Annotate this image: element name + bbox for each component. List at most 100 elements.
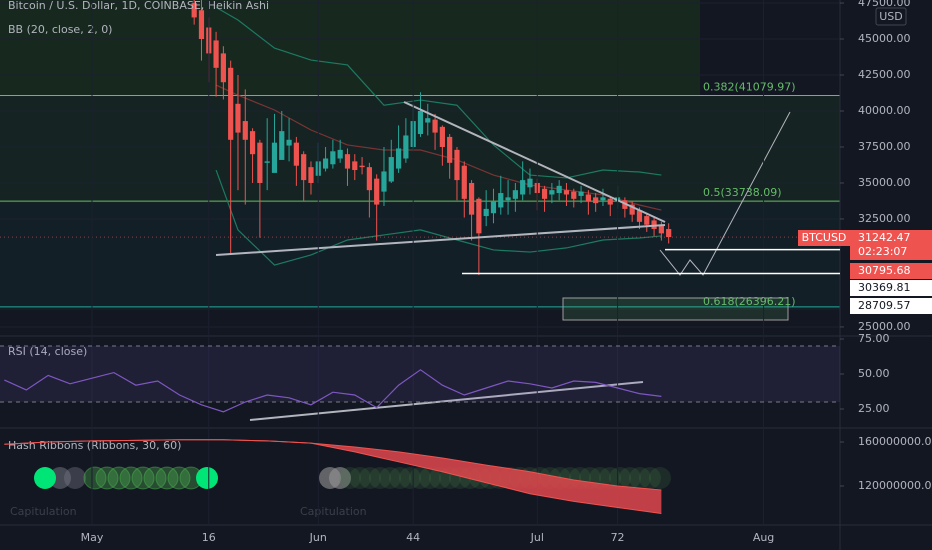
signal-dot	[167, 466, 191, 490]
signal-dot	[399, 467, 421, 489]
candle-body	[228, 67, 234, 140]
candle-body	[476, 198, 482, 234]
x-tick-label: Jun	[309, 531, 327, 544]
drawings	[215, 101, 791, 421]
x-tick-label: 16	[202, 531, 216, 544]
candle-body	[242, 121, 248, 140]
candle-body	[301, 154, 307, 181]
last-price-box	[850, 230, 932, 260]
signal-dot	[34, 467, 56, 489]
y-tick-label: 75.00	[858, 332, 890, 345]
projection	[659, 111, 791, 276]
signal-dot	[155, 466, 179, 490]
candle-body	[607, 198, 613, 205]
fib-box	[562, 297, 789, 321]
signal-dot	[359, 467, 381, 489]
candle-body	[439, 126, 445, 147]
bollinger-basis	[215, 84, 662, 211]
candle-body	[425, 118, 431, 123]
signal-dot	[329, 467, 351, 489]
candle-body	[541, 188, 548, 199]
candle-body	[498, 193, 504, 208]
indicator-title: BB (20, close, 2, 0)	[8, 23, 112, 36]
y-tick-label: 35000.00	[858, 176, 911, 189]
signal-dot	[196, 467, 218, 489]
candle-body	[235, 103, 241, 133]
main-pane	[0, 0, 840, 328]
bollinger-lower	[215, 169, 662, 266]
candle-body	[359, 165, 365, 168]
x-tick-label: 44	[406, 531, 420, 544]
candle-body	[461, 165, 467, 199]
candle-body	[585, 194, 591, 202]
candle-body	[593, 197, 599, 204]
price-label-box	[850, 280, 932, 296]
signal-dot	[649, 467, 671, 489]
candle-body	[658, 224, 664, 234]
price-label: 30795.68	[858, 264, 911, 277]
rsi-trendline	[249, 381, 644, 421]
candle-body	[666, 229, 672, 238]
candle-body	[198, 10, 205, 40]
candle-body	[352, 161, 358, 171]
x-tick-label: Aug	[753, 531, 774, 544]
candle-body	[468, 182, 475, 215]
chart-title: Bitcoin / U.S. Dollar, 1D, COINBASE, Hei…	[8, 0, 269, 12]
rsi-title: RSI (14, close)	[8, 345, 87, 358]
signal-dot	[131, 466, 155, 490]
signal-dot	[629, 467, 651, 489]
symbol-box	[798, 230, 850, 246]
signal-dot	[609, 467, 631, 489]
candle-body	[447, 136, 453, 163]
candle-body	[644, 216, 650, 225]
candle-body	[388, 157, 394, 182]
y-tick-label: 32500.00	[858, 212, 911, 225]
y-tick-label: 40000.00	[858, 104, 911, 117]
candle-body	[344, 154, 351, 169]
candle-body	[293, 142, 299, 166]
candle-body	[549, 190, 555, 195]
candle-body	[395, 148, 402, 169]
currency-box	[875, 7, 907, 26]
trendline	[215, 224, 666, 256]
price-label: 28709.57	[858, 299, 911, 312]
price-label-box	[850, 263, 932, 279]
candle-body	[271, 142, 278, 173]
candle-body	[330, 151, 336, 165]
signal-dot	[419, 467, 441, 489]
candle-body	[374, 178, 380, 205]
signal-dot	[409, 467, 431, 489]
signal-dot	[349, 467, 371, 489]
y-tick-label: 25000.00	[858, 320, 911, 333]
candle-body	[600, 197, 606, 201]
candle-body	[403, 135, 409, 159]
signal-dot	[619, 467, 641, 489]
candle-body	[556, 185, 562, 194]
symbol: BTCUSD	[802, 231, 847, 244]
candle-body	[257, 142, 263, 183]
signal-dot	[339, 467, 361, 489]
ribbon-line	[4, 439, 662, 515]
candle-body	[571, 191, 577, 199]
candle-body	[417, 110, 424, 135]
signal-dot	[64, 467, 86, 489]
candle-body	[512, 190, 518, 199]
candle-body	[527, 178, 533, 188]
signal-dot	[83, 466, 107, 490]
zone	[0, 203, 840, 310]
rsi-line	[4, 369, 662, 413]
candle-body	[279, 131, 285, 160]
signal-dot	[599, 467, 621, 489]
candle-body	[432, 119, 438, 133]
trendline	[403, 101, 666, 223]
candle-body	[629, 204, 635, 215]
candle-body	[454, 149, 460, 181]
candle-body	[213, 40, 219, 68]
x-tick-label: May	[81, 531, 104, 544]
signal-dot	[119, 466, 143, 490]
bollinger-upper	[215, 6, 662, 179]
candle-body	[264, 161, 270, 163]
y-tick-label: 45000.00	[858, 32, 911, 45]
candle-body	[381, 171, 387, 192]
